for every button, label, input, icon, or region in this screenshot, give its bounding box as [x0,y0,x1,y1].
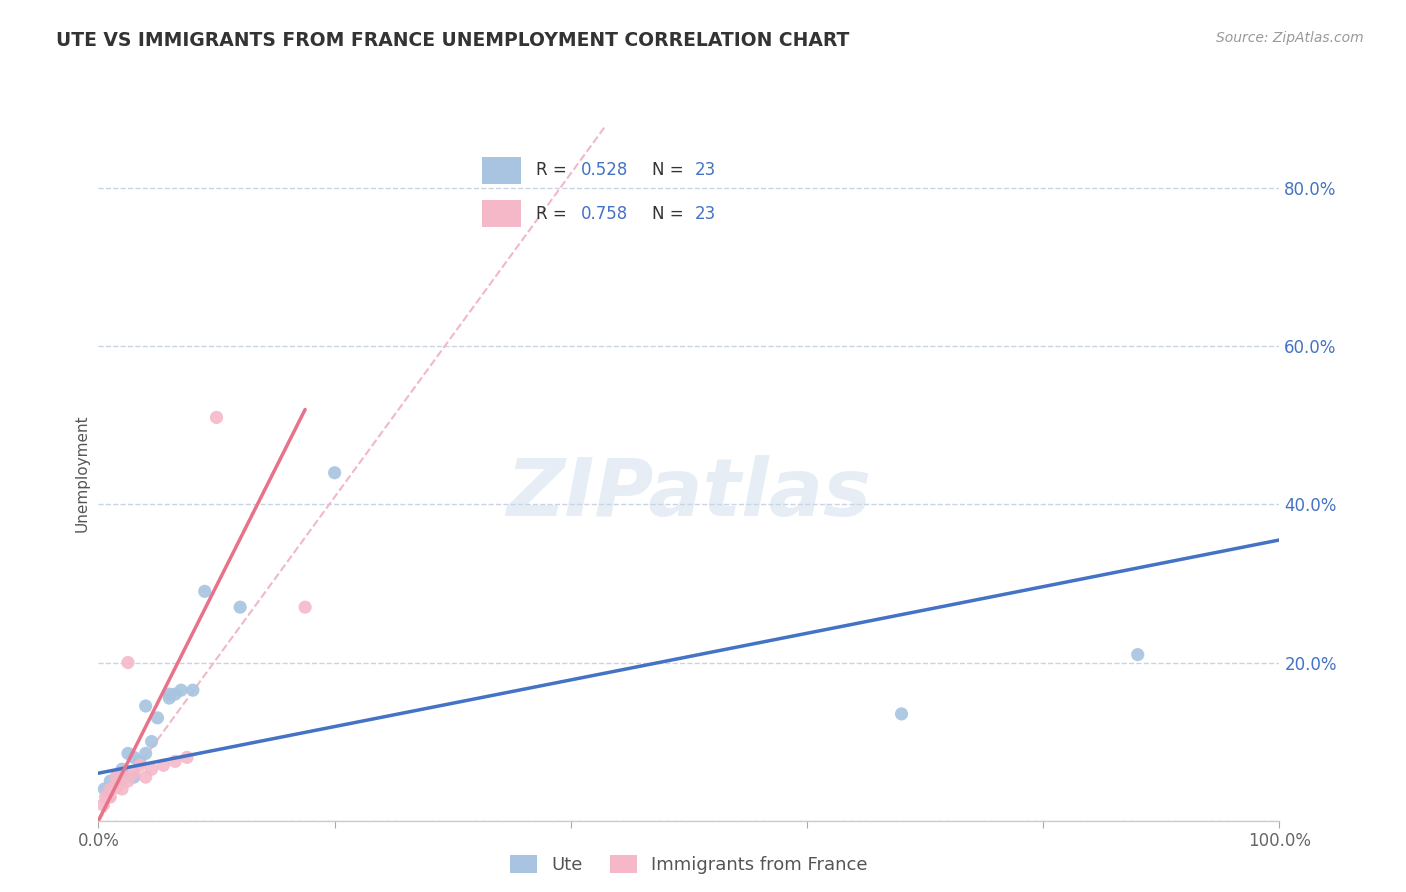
Point [93,782,115,797]
Point [146,711,169,725]
Point [98,782,121,797]
Point [105,770,128,784]
Point [111,766,134,780]
Text: UTE VS IMMIGRANTS FROM FRANCE UNEMPLOYMENT CORRELATION CHART: UTE VS IMMIGRANTS FROM FRANCE UNEMPLOYME… [56,31,849,50]
Point [194,584,217,599]
Point [1126,648,1149,662]
Point [135,698,157,713]
Point [135,770,157,784]
Point [141,734,163,748]
Point [323,466,346,480]
Point [128,758,150,772]
Point [229,600,252,615]
Text: Source: ZipAtlas.com: Source: ZipAtlas.com [1216,31,1364,45]
Point [128,755,150,769]
Point [890,706,912,721]
Point [101,782,124,797]
Point [122,766,145,780]
Point [105,778,128,792]
Point [294,600,316,615]
Point [165,687,187,701]
Point [117,656,139,670]
Point [117,774,139,789]
Point [111,782,134,797]
Point [181,683,204,698]
Point [105,770,128,784]
Point [157,687,180,701]
Point [98,789,121,804]
Point [176,750,198,764]
Point [135,747,157,761]
Point [152,758,174,772]
Point [157,691,180,706]
Point [165,755,187,769]
Point [98,774,121,789]
Point [97,789,120,804]
Text: ZIPatlas: ZIPatlas [506,455,872,533]
Point [170,683,193,698]
Legend: Ute, Immigrants from France: Ute, Immigrants from France [503,847,875,881]
Point [108,774,131,789]
Point [122,750,145,764]
Point [112,770,135,784]
Point [111,762,134,776]
Point [91,797,114,812]
Point [141,762,163,776]
Point [117,747,139,761]
Y-axis label: Unemployment: Unemployment [75,414,90,532]
Point [122,770,145,784]
Point [111,770,134,784]
Point [94,789,117,804]
Point [205,410,228,425]
